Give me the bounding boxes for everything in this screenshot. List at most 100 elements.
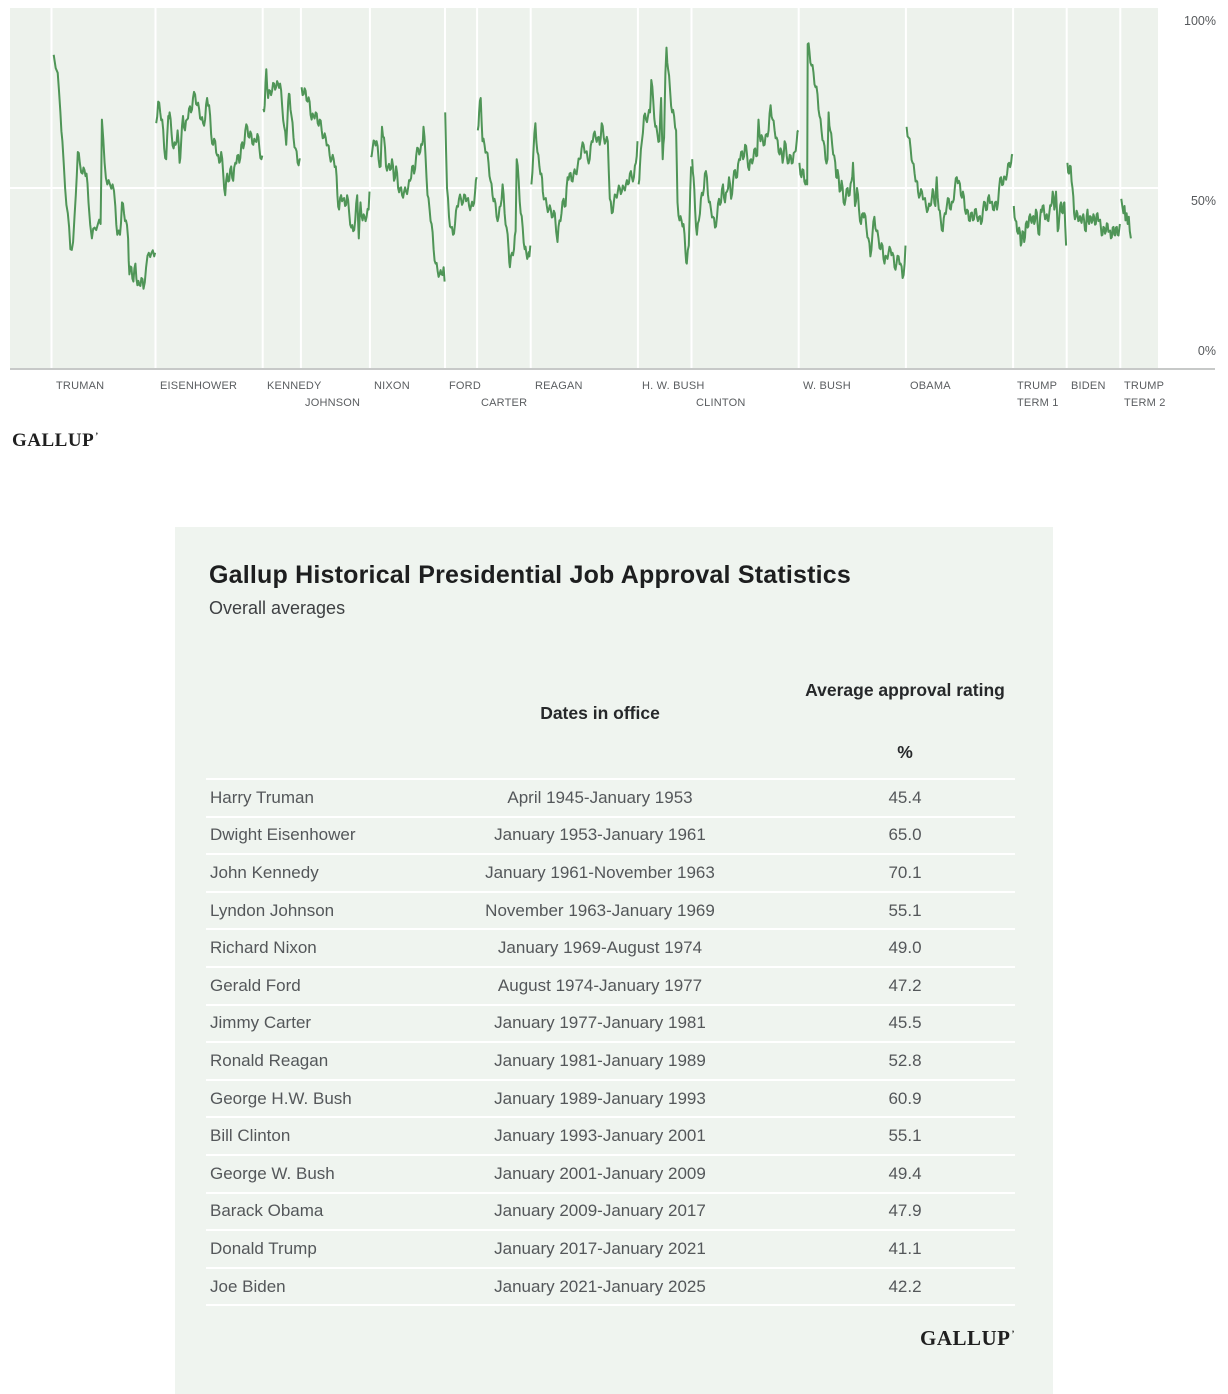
president-name-cell: Gerald Ford [210,975,301,995]
approval-rating-cell: 45.4 [888,787,922,807]
table-subtitle: Overall averages [209,598,346,618]
dates-in-office-cell: January 1989-January 1993 [494,1088,706,1108]
approval-rating-cell: 45.5 [888,1013,922,1033]
president-name-cell: Harry Truman [210,787,314,807]
approval-rating-cell: 49.0 [888,938,922,958]
dates-in-office-cell: January 2001-January 2009 [494,1163,706,1183]
approval-rating-cell: 52.8 [888,1050,922,1070]
dates-in-office-cell: January 1961-November 1963 [485,862,715,882]
approval-rating-cell: 65.0 [888,825,922,845]
column-header-unit: % [897,742,913,762]
x-axis-label-trump-term-1: TRUMP [1017,380,1058,392]
approval-rating-cell: 41.1 [888,1238,922,1258]
trademark-mark: ’ [95,430,99,441]
approval-line-johnson [300,87,371,240]
president-name-cell: John Kennedy [210,862,319,882]
dates-in-office-cell: November 1963-January 1969 [485,900,715,920]
approval-line-obama [905,126,1014,233]
table-row: Ronald Reagan January 1981-January 1989 52… [206,1041,1015,1079]
table-body: Harry Truman April 1945-January 1953 45.4 D… [206,778,1015,1307]
table-row: Joe Biden January 2021-January 2025 42.2 [206,1266,1015,1305]
approval-rating-cell: 47.9 [888,1201,922,1221]
x-axis-label-kennedy: KENNEDY [267,380,322,392]
trademark-mark: ’ [1011,1329,1015,1339]
gallup-logo: GALLUP’ [12,430,99,452]
president-name-cell: Bill Clinton [210,1126,291,1146]
approval-line-trump-term-1 [1012,190,1068,247]
dates-in-office-cell: August 1974-January 1977 [497,975,703,995]
column-header-dates: Dates in office [540,703,660,723]
x-axis-label-clinton: CLINTON [696,397,746,409]
x-axis-label-reagan: REAGAN [535,380,583,392]
president-name-cell: Jimmy Carter [210,1013,312,1033]
y-axis-label: 100% [1184,14,1216,28]
dates-in-office-cell: January 1977-January 1981 [494,1013,706,1033]
table-row: Gerald Ford August 1974-January 1977 47.2 [206,965,1015,1004]
gallup-wordmark: GALLUP [12,430,95,451]
x-axis-label-johnson: JOHNSON [305,397,361,409]
gallup-wordmark: GALLUP [919,1326,1011,1350]
approval-rating-cell: 70.1 [888,862,922,882]
x-axis-label-carter: CARTER [481,397,528,409]
approval-line-truman [52,54,157,290]
president-name-cell: Dwight Eisenhower [210,825,356,845]
approval-table-card: Gallup Historical Presidential Job Appro… [175,527,1053,1394]
x-axis-label-eisenhower: EISENHOWER [160,380,238,392]
x-axis-label-ford: FORD [449,380,481,392]
x-axis-label-truman: TRUMAN [56,380,105,392]
approval-rating-cell: 47.2 [888,975,922,995]
table-row: John Kennedy January 1961-November 1963 70… [206,853,1015,891]
president-name-cell: Richard Nixon [210,938,317,958]
table-row: Jimmy Carter January 1977-January 1981 45.… [206,1003,1015,1042]
table-row: Lyndon Johnson November 1963-January 1969… [206,890,1015,929]
table-row: Donald Trump January 2017-January 2021 41.… [206,1229,1015,1267]
table-row: Richard Nixon January 1969-August 1974 49.… [206,928,1015,966]
column-header-rating: Average approval rating [805,680,1005,700]
x-axis-label-biden: BIDEN [1071,380,1106,392]
x-axis-label-hw-bush: H. W. BUSH [642,380,705,392]
dates-in-office-cell: January 1953-January 1961 [494,825,706,845]
y-axis-label: 50% [1190,194,1216,208]
president-name-cell: George H.W. Bush [210,1088,352,1108]
dates-in-office-cell: January 1981-January 1989 [494,1050,706,1070]
approval-rating-cell: 55.1 [888,900,922,920]
x-axis-label-obama: OBAMA [910,380,951,392]
x-axis-label-trump-term-2: TRUMP [1124,380,1165,392]
dates-in-office-cell: January 2009-January 2017 [494,1201,706,1221]
dates-in-office-cell: January 2017-January 2021 [494,1238,706,1258]
approval-line-biden [1066,162,1121,240]
x-axis-label-nixon: NIXON [374,380,410,392]
y-axis-label: 0% [1197,344,1216,358]
table-row: Dwight Eisenhower January 1953-January 19… [206,815,1015,854]
x-axis-label-w-bush: W. BUSH [803,380,851,392]
x-axis-label-trump-term-1: TERM 1 [1017,397,1059,409]
x-axis-label-trump-term-2: TERM 2 [1124,397,1166,409]
approval-line-kennedy [262,68,301,167]
gallup-logo: GALLUP’ [920,1326,1015,1351]
approval-rating-cell: 42.2 [888,1276,922,1296]
approval-line-hw-bush [637,46,693,265]
dates-in-office-cell: January 1969-August 1974 [497,938,703,958]
table-row: George W. Bush January 2001-January 2009 4… [206,1153,1015,1192]
approval-line-carter [476,97,532,269]
president-name-cell: Ronald Reagan [210,1050,329,1070]
chart-plot-area [10,8,1158,368]
dates-in-office-cell: April 1945-January 1953 [507,787,693,807]
dates-in-office-cell: January 1993-January 2001 [494,1126,706,1146]
approval-rating-cell: 55.1 [888,1126,922,1146]
approval-trend-chart: 100% 50% 0% TRUMAN EISENHOWER KENNEDY JOHNSON… [0,0,1228,470]
dates-in-office-cell: January 2021-January 2025 [494,1276,706,1296]
approval-line-chart-svg [10,8,1158,368]
president-name-cell: Barack Obama [210,1201,324,1221]
approval-line-w-bush [798,42,907,279]
approval-line-trump-term-2 [1120,198,1132,239]
approval-line-eisenhower [155,90,264,197]
president-name-cell: Lyndon Johnson [210,900,335,920]
president-name-cell: Donald Trump [210,1238,317,1258]
approval-rating-cell: 60.9 [888,1088,922,1108]
approval-line-reagan [530,122,639,243]
table-row: Bill Clinton January 1993-January 2001 55.… [206,1116,1015,1154]
approval-rating-cell: 49.4 [888,1163,922,1183]
president-name-cell: George W. Bush [210,1163,335,1183]
table-row: Barack Obama January 2009-January 2017 47.… [206,1191,1015,1230]
